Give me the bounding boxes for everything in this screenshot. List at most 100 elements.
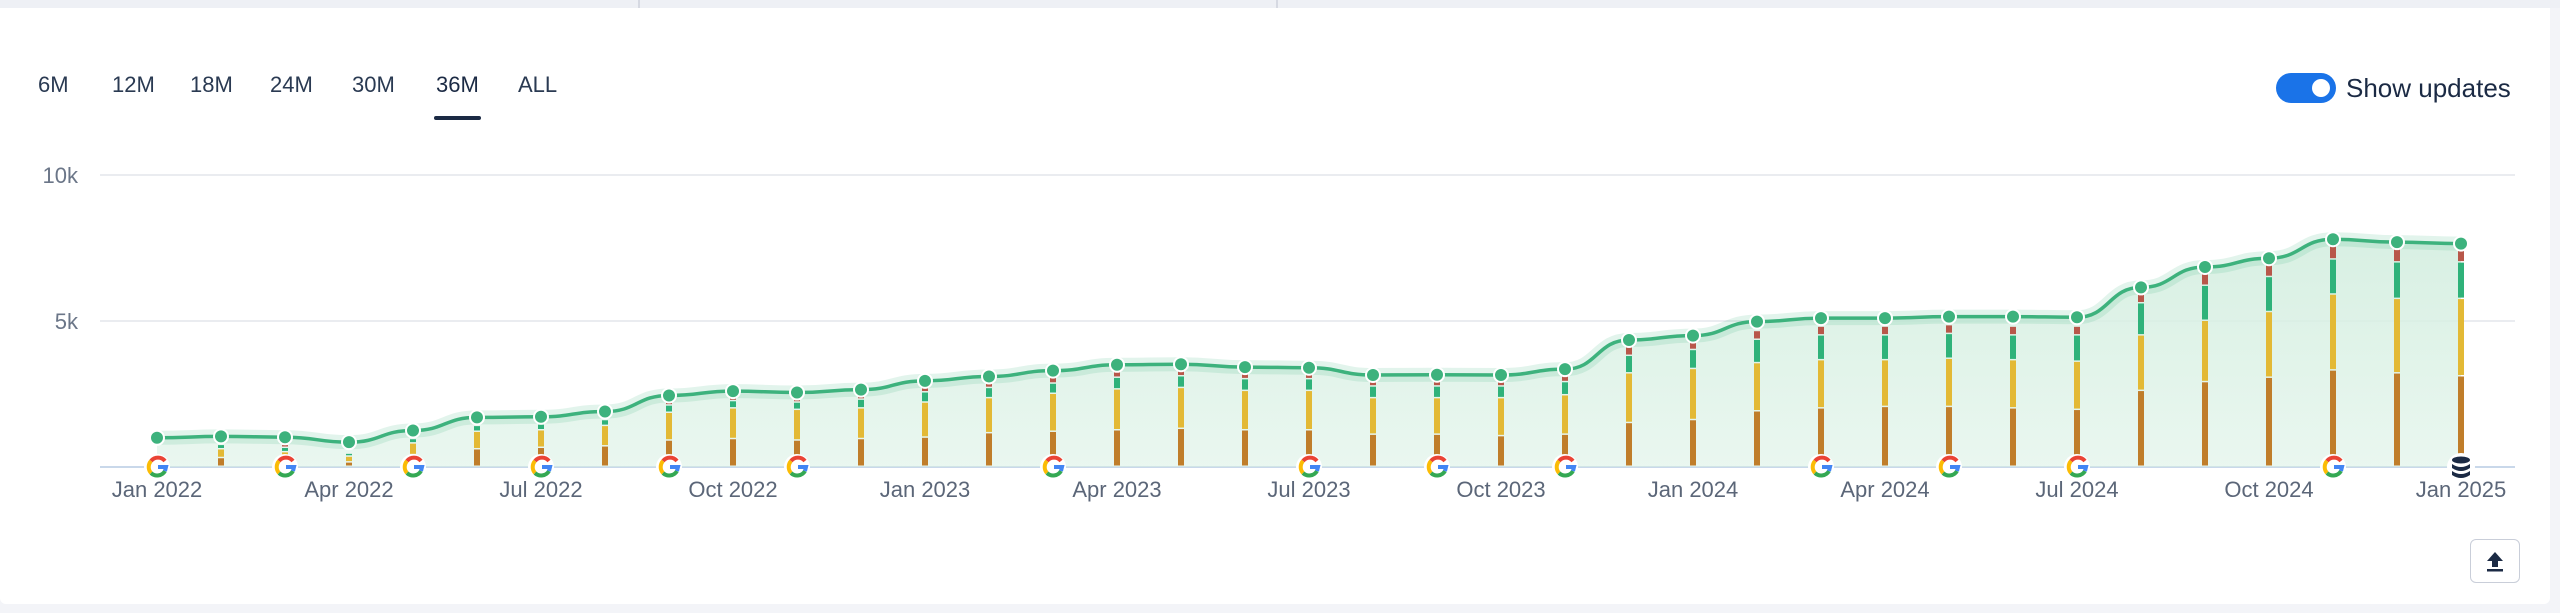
data-point	[725, 383, 741, 400]
bar-segment-red	[1370, 380, 1376, 386]
google-update-icon[interactable]	[2320, 454, 2346, 480]
bar-segment-green	[1882, 335, 1888, 359]
bar-segment-green	[1370, 386, 1376, 397]
bar-segment-yellow	[1562, 395, 1568, 434]
google-update-icon[interactable]	[2064, 454, 2090, 480]
bar-segment-red	[2330, 246, 2336, 259]
data-point	[213, 428, 229, 445]
bar-segment-yellow	[410, 443, 416, 454]
data-point	[1941, 308, 1957, 325]
bar-segment-green	[794, 402, 800, 409]
bar-segment-green	[1818, 335, 1824, 359]
bar-segment-dark	[1818, 408, 1824, 466]
bar-segment-red	[2138, 293, 2144, 302]
bar-segment-dark	[1306, 430, 1312, 466]
bar-segment-dark	[2202, 382, 2208, 466]
data-point	[661, 387, 677, 404]
show-updates-control: Show updates	[2276, 72, 2511, 104]
data-point	[533, 408, 549, 425]
bar-segment-yellow	[538, 430, 544, 447]
bar-segment-yellow	[346, 456, 352, 462]
bar-segment-dark	[1114, 430, 1120, 466]
google-update-icon[interactable]	[1424, 454, 1450, 480]
bar-segment-green	[1434, 386, 1440, 397]
bar-segment-dark	[2138, 391, 2144, 466]
bar-segment-dark	[2266, 377, 2272, 466]
bar-segment-yellow	[1434, 398, 1440, 434]
google-update-icon[interactable]	[528, 454, 554, 480]
bar-segment-green	[474, 426, 480, 431]
bar-segment-yellow	[1242, 391, 1248, 429]
data-point	[2453, 235, 2469, 252]
data-point	[2389, 234, 2405, 251]
bar-segment-dark	[1946, 407, 1952, 466]
google-update-icon[interactable]	[656, 454, 682, 480]
bar-segment-red	[1050, 377, 1056, 383]
data-point	[1365, 367, 1381, 384]
bar-segment-yellow	[1050, 394, 1056, 431]
period-18m[interactable]: 18M	[190, 72, 233, 97]
google-update-icon[interactable]	[272, 454, 298, 480]
bar-segment-green	[1562, 382, 1568, 394]
bar-segment-red	[1498, 380, 1504, 386]
period-24m[interactable]: 24M	[270, 72, 313, 97]
bar-segment-red	[1178, 370, 1184, 375]
data-point	[2069, 309, 2085, 326]
x-tick-label: Apr 2023	[1072, 477, 1161, 502]
bar-segment-red	[2266, 265, 2272, 276]
google-update-icon[interactable]	[144, 454, 170, 480]
bar-segment-dark	[1434, 434, 1440, 466]
period-6m[interactable]: 6M	[38, 72, 69, 97]
bar-segment-dark	[2074, 410, 2080, 466]
google-update-icon[interactable]	[1808, 454, 1834, 480]
data-point	[1173, 356, 1189, 373]
tabstrip-divider	[638, 0, 640, 8]
x-tick-label: Jan 2023	[880, 477, 971, 502]
bar-segment-yellow	[2458, 299, 2464, 375]
bar-segment-green	[2394, 262, 2400, 298]
google-update-icon[interactable]	[1040, 454, 1066, 480]
bar-segment-dark	[730, 439, 736, 466]
bar-segment-green	[986, 388, 992, 397]
bar-segment-yellow	[922, 402, 928, 437]
tabstrip-divider	[1276, 0, 1278, 8]
google-update-icon[interactable]	[400, 454, 426, 480]
bar-segment-green	[2458, 262, 2464, 298]
period-36m[interactable]: 36M	[434, 72, 481, 120]
bar-segment-yellow	[474, 431, 480, 448]
bar-segment-yellow	[730, 408, 736, 438]
bar-segment-green	[1178, 376, 1184, 387]
data-point	[1813, 310, 1829, 327]
show-updates-toggle[interactable]	[2276, 73, 2336, 103]
data-point	[2005, 308, 2021, 325]
bar-segment-dark	[666, 440, 672, 466]
bar-segment-dark	[602, 446, 608, 466]
bar-segment-dark	[794, 440, 800, 466]
bar-segment-red	[1434, 380, 1440, 386]
bar-segment-green	[2330, 259, 2336, 294]
bar-segment-red	[1690, 341, 1696, 349]
period-12m[interactable]: 12M	[112, 72, 155, 97]
bar-segment-yellow	[1882, 360, 1888, 406]
google-update-icon[interactable]	[1296, 454, 1322, 480]
google-update-icon[interactable]	[784, 454, 810, 480]
period-30m[interactable]: 30M	[352, 72, 395, 97]
bar-segment-green	[1242, 379, 1248, 390]
google-update-icon[interactable]	[1936, 454, 1962, 480]
bar-segment-green	[1498, 386, 1504, 397]
google-update-icon[interactable]	[1552, 454, 1578, 480]
bar-segment-red	[2202, 274, 2208, 285]
export-button[interactable]	[2470, 539, 2520, 583]
data-point	[1493, 367, 1509, 384]
data-point	[597, 403, 613, 420]
bar-segment-red	[1114, 372, 1120, 377]
database-icon[interactable]	[2447, 453, 2475, 481]
bar-segment-green	[602, 420, 608, 425]
bar-segment-green	[2266, 277, 2272, 311]
bar-segment-red	[2394, 249, 2400, 262]
data-point	[149, 429, 165, 446]
period-all[interactable]: ALL	[518, 72, 558, 97]
bar-segment-yellow	[2202, 321, 2208, 381]
bar-segment-dark	[1050, 431, 1056, 466]
bar-segment-dark	[1626, 423, 1632, 466]
